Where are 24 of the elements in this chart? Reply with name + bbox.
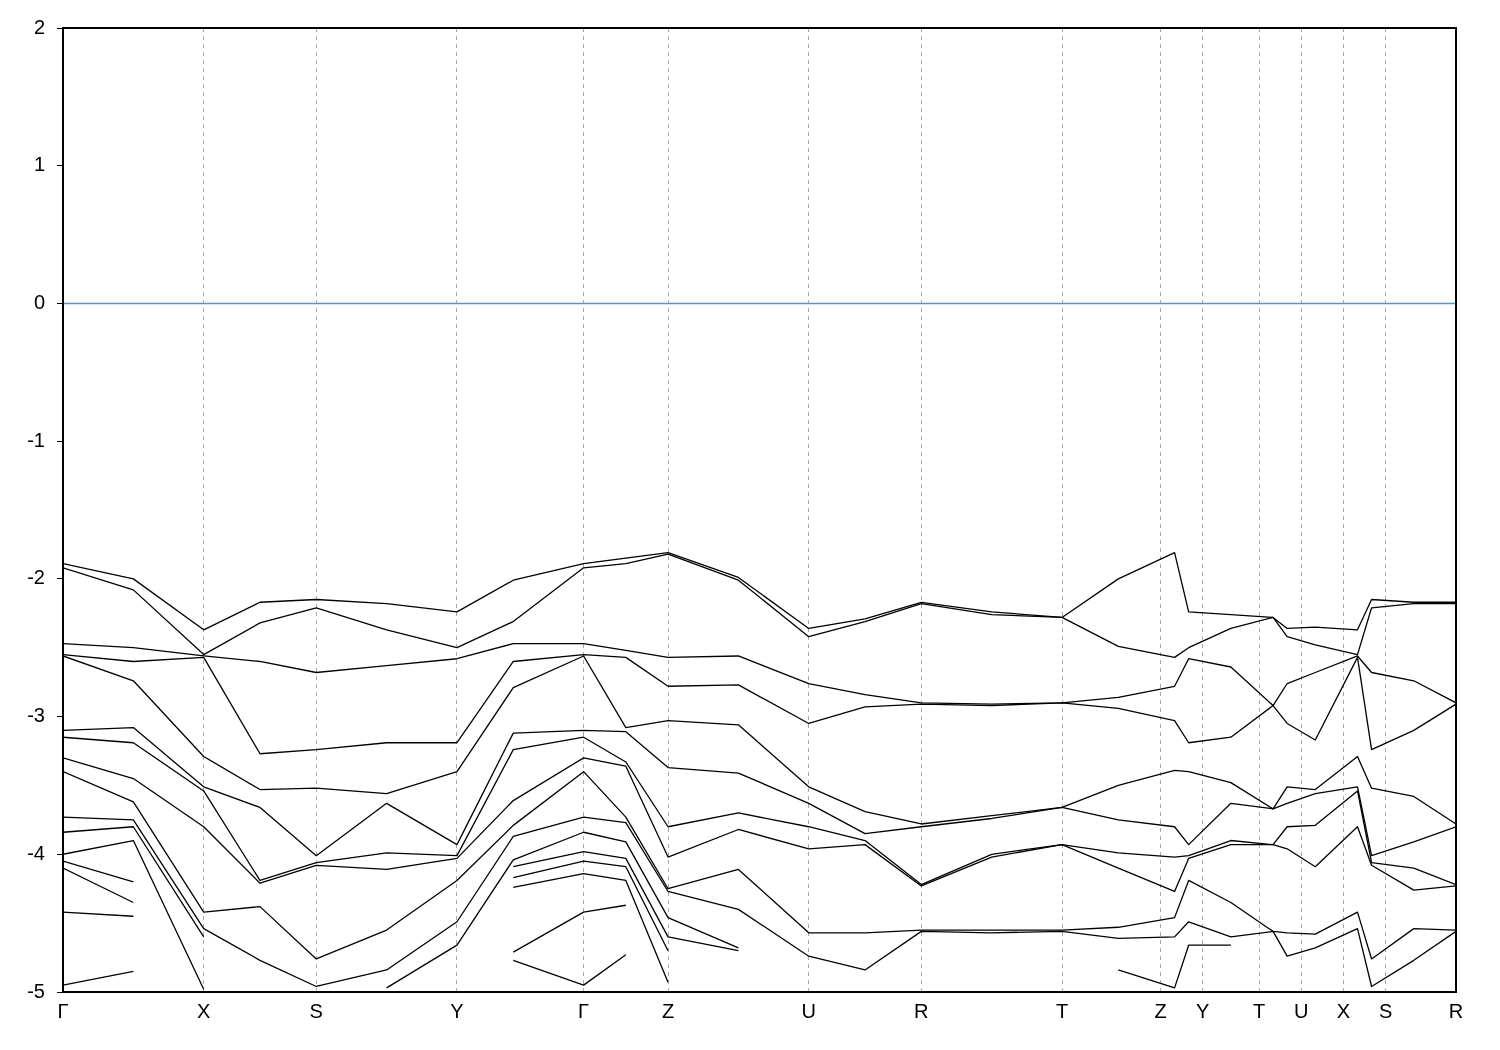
y-tick-label: 0	[33, 290, 45, 313]
x-tick-label: X	[197, 999, 211, 1022]
x-tick-label: R	[914, 999, 929, 1022]
x-tick-label: S	[309, 999, 323, 1022]
x-tick-label: R	[1448, 999, 1464, 1022]
y-tick-label: 2	[33, 15, 45, 38]
x-tick-label: Y	[1196, 999, 1210, 1022]
y-tick-label: 1	[33, 153, 45, 176]
x-tick-label: U	[1294, 999, 1309, 1022]
x-tick-label: T	[1252, 999, 1266, 1022]
x-tick-label: T	[1055, 999, 1069, 1022]
y-tick-label: -3	[27, 704, 45, 727]
y-tick-label: -2	[27, 566, 45, 589]
x-tick-label: S	[1378, 999, 1393, 1022]
x-tick-label: Γ	[57, 999, 69, 1022]
x-tick-label: Γ	[578, 999, 590, 1022]
y-tick-label: -1	[27, 428, 45, 451]
y-tick-label: -4	[27, 841, 45, 864]
y-tick-label: -5	[27, 979, 45, 1002]
x-tick-label: Z	[1154, 999, 1167, 1022]
x-tick-label: Y	[450, 999, 464, 1022]
x-tick-label: U	[801, 999, 816, 1022]
x-tick-label: Z	[661, 999, 675, 1022]
x-tick-label: X	[1336, 999, 1351, 1022]
